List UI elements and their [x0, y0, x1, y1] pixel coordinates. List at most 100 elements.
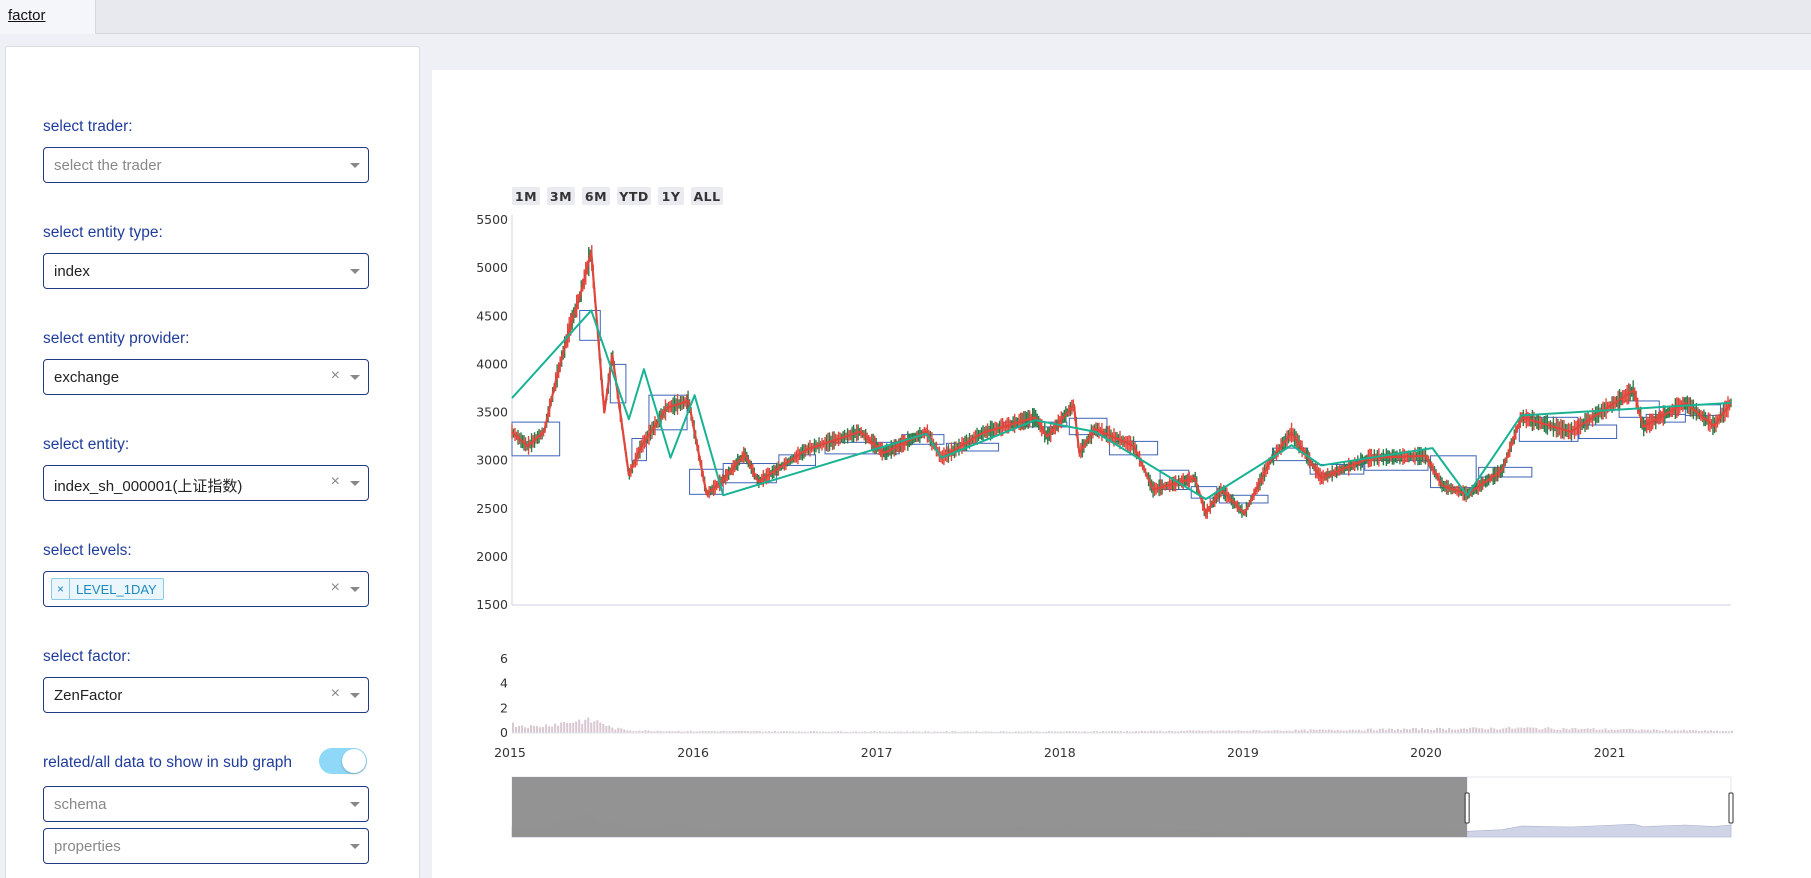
- chevron-down-icon[interactable]: [350, 481, 360, 486]
- volume-bar: [1080, 731, 1083, 733]
- volume-bar: [978, 731, 981, 733]
- volume-bar: [1472, 727, 1475, 733]
- volume-bar: [855, 731, 858, 733]
- volume-bar: [1685, 730, 1688, 733]
- price-chart[interactable]: 5500500045004000350030002500200015006420…: [432, 70, 1811, 878]
- volume-bar: [782, 731, 785, 733]
- price-y-tick-label: 5500: [476, 212, 508, 227]
- volume-bar: [1192, 730, 1195, 733]
- chevron-down-icon[interactable]: [350, 375, 360, 380]
- volume-bar: [1420, 728, 1423, 733]
- volume-bar: [864, 731, 867, 733]
- volume-bar: [1207, 730, 1210, 733]
- volume-bar: [611, 727, 614, 733]
- volume-bar: [1637, 730, 1640, 733]
- volume-bar: [1448, 728, 1451, 733]
- range-button-all[interactable]: ALL: [691, 187, 723, 205]
- entity-value: index_sh_000001(上证指数): [54, 478, 243, 495]
- toggle-knob[interactable]: [342, 749, 366, 773]
- volume-bar: [1481, 728, 1484, 733]
- volume-bar: [1565, 728, 1568, 733]
- tab-factor[interactable]: factor: [0, 0, 96, 34]
- range-button-1y[interactable]: 1Y: [658, 187, 684, 205]
- volume-bar: [900, 731, 903, 733]
- entity-type-select[interactable]: index: [43, 253, 369, 289]
- tag-remove-icon[interactable]: ×: [52, 579, 71, 599]
- volume-bar: [590, 722, 593, 733]
- volume-bar: [1098, 731, 1101, 733]
- entity-provider-select[interactable]: exchange ×: [43, 359, 369, 395]
- volume-bar: [1381, 728, 1384, 733]
- volume-bar: [1267, 730, 1270, 733]
- volume-bar: [515, 726, 518, 733]
- subgraph-toggle-label: related/all data to show in sub graph: [43, 754, 293, 771]
- chevron-down-icon[interactable]: [350, 693, 360, 698]
- clear-icon[interactable]: ×: [330, 473, 340, 490]
- chevron-down-icon[interactable]: [350, 844, 360, 849]
- rangeslider-handle[interactable]: [1728, 792, 1734, 824]
- volume-bar: [1661, 730, 1664, 733]
- volume-bar: [644, 730, 647, 733]
- volume-bar: [707, 731, 710, 733]
- volume-bar: [1135, 731, 1138, 733]
- volume-bar: [608, 725, 611, 733]
- volume-bar: [987, 731, 990, 733]
- clear-icon[interactable]: ×: [330, 579, 340, 596]
- volume-bar: [593, 721, 596, 733]
- volume-bar: [1387, 728, 1390, 733]
- volume-bar: [1460, 728, 1463, 733]
- volume-bar: [737, 730, 740, 733]
- rangeslider-mask: [512, 777, 1468, 837]
- volume-bar: [1682, 729, 1685, 733]
- volume-bar: [794, 731, 797, 733]
- range-button-3m[interactable]: 3M: [547, 187, 575, 205]
- volume-bar: [776, 731, 779, 733]
- volume-bar: [1068, 731, 1071, 733]
- volume-bar: [1601, 729, 1604, 733]
- volume-bar: [1478, 728, 1481, 733]
- volume-bar: [722, 730, 725, 733]
- volume-bar: [629, 730, 632, 733]
- properties-select[interactable]: properties: [43, 828, 369, 864]
- schema-select[interactable]: schema: [43, 786, 369, 822]
- clear-icon[interactable]: ×: [330, 685, 340, 702]
- chevron-down-icon[interactable]: [350, 269, 360, 274]
- volume-bar: [819, 731, 822, 733]
- volume-bar: [1029, 731, 1032, 733]
- volume-bar: [969, 731, 972, 733]
- volume-bar: [1616, 729, 1619, 733]
- levels-select[interactable]: × LEVEL_1DAY ×: [43, 571, 369, 607]
- volume-bar: [584, 719, 587, 733]
- volume-bar: [1688, 730, 1691, 733]
- volume-bar: [1439, 727, 1442, 733]
- factor-select[interactable]: ZenFactor ×: [43, 677, 369, 713]
- volume-bar: [822, 731, 825, 733]
- trader-select[interactable]: select the trader: [43, 147, 369, 183]
- clear-icon[interactable]: ×: [330, 367, 340, 384]
- chevron-down-icon[interactable]: [350, 587, 360, 592]
- volume-bar: [1327, 729, 1330, 733]
- volume-bar: [1213, 731, 1216, 733]
- range-button-1m[interactable]: 1M: [512, 187, 540, 205]
- rangeslider-handle[interactable]: [1464, 792, 1470, 824]
- chevron-down-icon[interactable]: [350, 802, 360, 807]
- chevron-down-icon[interactable]: [350, 163, 360, 168]
- volume-bar: [1433, 730, 1436, 733]
- volume-bar: [831, 731, 834, 733]
- volume-bar: [647, 730, 650, 733]
- volume-bar: [1369, 728, 1372, 733]
- volume-bar: [1721, 730, 1724, 733]
- volume-bar: [1484, 729, 1487, 733]
- subgraph-toggle[interactable]: [319, 748, 367, 774]
- volume-bar: [1035, 731, 1038, 733]
- range-button-ytd[interactable]: YTD: [617, 187, 651, 205]
- volume-bar: [1634, 730, 1637, 733]
- entity-select[interactable]: index_sh_000001(上证指数) ×: [43, 465, 369, 501]
- range-button-6m[interactable]: 6M: [582, 187, 610, 205]
- volume-bar: [1724, 730, 1727, 733]
- volume-bar: [1162, 731, 1165, 733]
- volume-bar: [650, 731, 653, 733]
- volume-bar: [1077, 731, 1080, 733]
- volume-bar: [1430, 729, 1433, 733]
- volume-bar: [638, 730, 641, 733]
